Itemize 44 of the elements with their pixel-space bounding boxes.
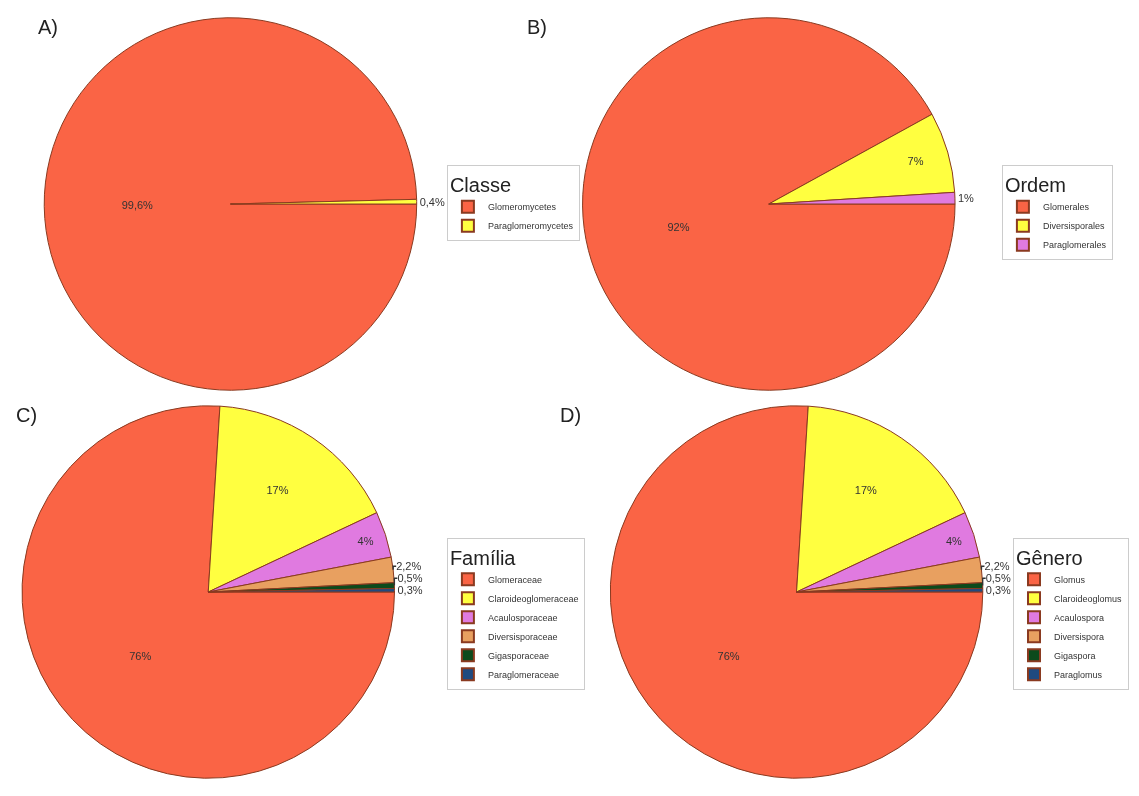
legend-label: Glomeromycetes	[487, 202, 557, 213]
data-label: 92%	[667, 221, 690, 234]
legend-label: Glomus	[1054, 574, 1086, 585]
legend-title: Família	[449, 546, 517, 569]
data-label: 0,4%	[419, 195, 445, 208]
legend-label: Glomeraceae	[487, 574, 542, 585]
data-label: 17%	[266, 483, 289, 496]
data-label: 99,6%	[121, 199, 154, 212]
legend-label: Acaulospora	[1054, 612, 1105, 623]
legend-label: Diversispora	[1054, 631, 1105, 642]
legend-label: Claroideoglomus	[1054, 593, 1123, 604]
legend-title: Ordem	[1004, 174, 1067, 197]
legend-label: Paraglomeromycetes	[487, 221, 574, 232]
data-label: 0,3%	[985, 584, 1012, 597]
pie-slice	[582, 17, 956, 391]
legend-label: Diversisporaceae	[487, 631, 558, 642]
chart-title: A)	[38, 16, 58, 38]
data-label: 2,2%	[984, 560, 1010, 573]
data-label: 2,2%	[396, 560, 422, 573]
data-label: 0,5%	[397, 572, 423, 585]
data-label: 4%	[357, 534, 374, 547]
chart-title: B)	[527, 16, 547, 38]
legend-label: Glomerales	[1042, 202, 1090, 213]
legend-title: Classe	[449, 174, 512, 197]
data-label: 17%	[854, 483, 878, 496]
legend-label: Paraglomus	[1054, 669, 1103, 680]
data-label: 0,5%	[985, 572, 1011, 585]
legend-label: Paraglomeraceae	[487, 669, 559, 680]
legend-label: Paraglomerales	[1042, 240, 1107, 251]
data-label: 4%	[945, 534, 963, 547]
legend-label: Gigaspora	[1054, 650, 1096, 661]
chart-title: D)	[560, 404, 582, 426]
data-label: 1%	[957, 192, 975, 205]
legend-label: Gigasporaceae	[487, 650, 549, 661]
data-label: 7%	[907, 155, 924, 168]
data-label: 76%	[717, 649, 740, 662]
legend-label: Acaulosporaceae	[487, 612, 558, 623]
data-label: 0,3%	[397, 584, 423, 597]
chart-title: C)	[16, 404, 38, 426]
pie-slice	[609, 405, 984, 779]
legend-label: Diversisporales	[1042, 221, 1105, 232]
legend-label: Claroideoglomeraceae	[487, 593, 579, 604]
legend-title: Gênero	[1016, 546, 1083, 569]
data-label: 76%	[129, 649, 152, 662]
